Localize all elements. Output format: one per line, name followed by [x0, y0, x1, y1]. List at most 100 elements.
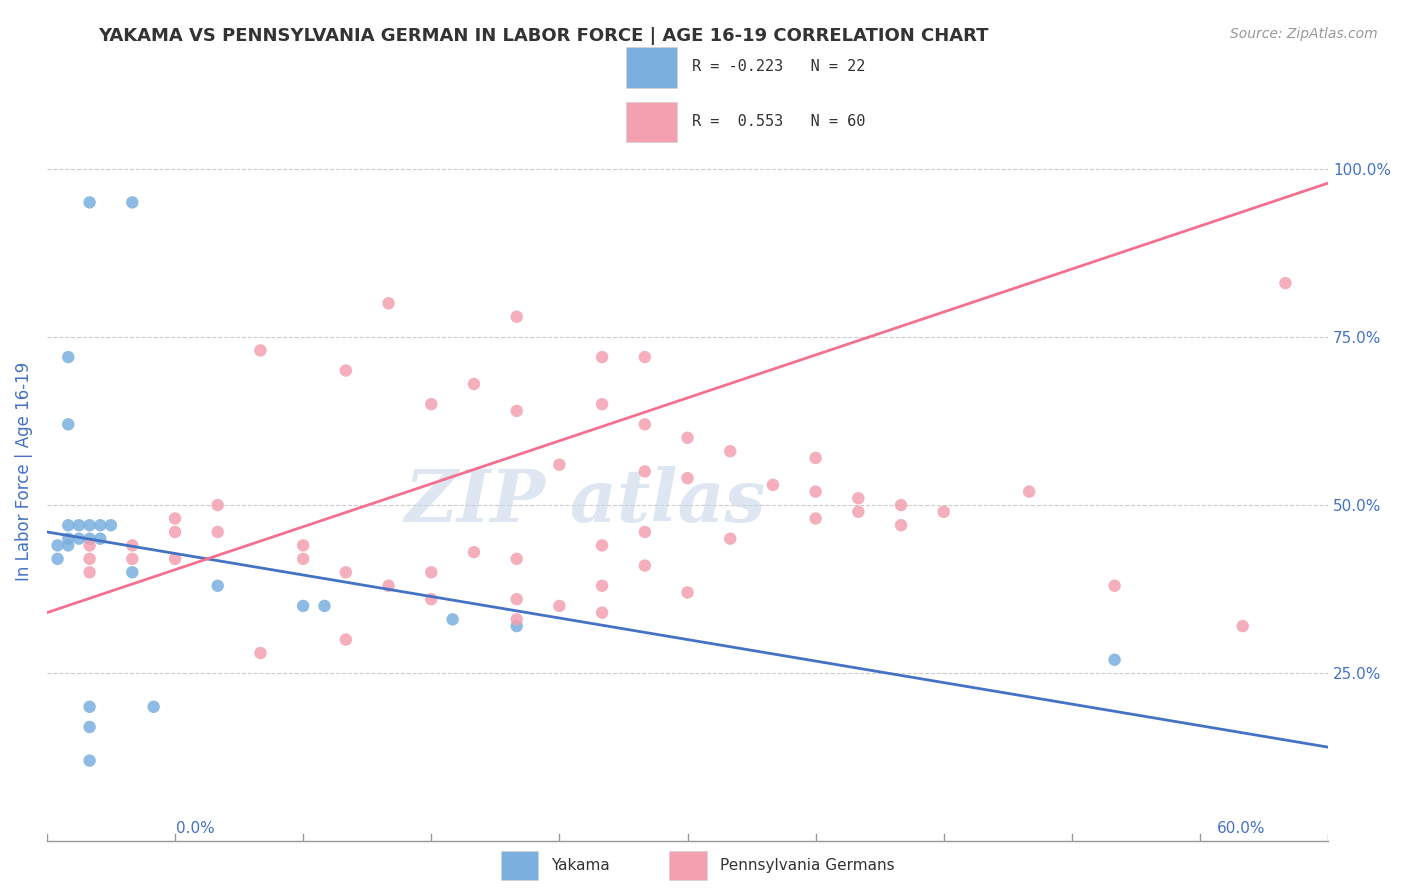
Point [58, 538, 80, 552]
Point [163, 511, 186, 525]
Point [67, 518, 90, 533]
Point [335, 363, 357, 377]
Point [505, 552, 527, 566]
Point [676, 471, 699, 485]
Point [121, 552, 143, 566]
Point [79, 699, 101, 714]
Point [463, 545, 485, 559]
Point [79, 195, 101, 210]
Point [1274, 276, 1296, 290]
Point [314, 599, 336, 613]
Point [100, 518, 122, 533]
Point [79, 720, 101, 734]
Point [420, 566, 443, 580]
Point [548, 458, 571, 472]
Point [79, 552, 101, 566]
Point [634, 350, 657, 364]
Point [58, 532, 80, 546]
Point [804, 450, 827, 465]
FancyBboxPatch shape [626, 102, 678, 143]
Point [207, 498, 229, 512]
Point [249, 646, 271, 660]
Point [634, 464, 657, 478]
Point [335, 566, 357, 580]
Point [676, 431, 699, 445]
Point [163, 524, 186, 539]
Point [1360, 161, 1382, 176]
Point [505, 310, 527, 324]
FancyBboxPatch shape [501, 851, 538, 880]
Point [121, 538, 143, 552]
Point [420, 592, 443, 607]
Point [79, 538, 101, 552]
Point [79, 518, 101, 533]
Point [121, 566, 143, 580]
Point [420, 397, 443, 411]
Point [804, 484, 827, 499]
Point [142, 699, 165, 714]
Point [1232, 619, 1254, 633]
Point [79, 754, 101, 768]
Point [634, 524, 657, 539]
Point [548, 599, 571, 613]
Point [762, 478, 785, 492]
Point [634, 558, 657, 573]
Text: Yakama: Yakama [551, 858, 610, 872]
Point [58, 417, 80, 432]
Point [505, 592, 527, 607]
Text: Pennsylvania Germans: Pennsylvania Germans [720, 858, 894, 872]
Point [249, 343, 271, 358]
Point [932, 505, 955, 519]
FancyBboxPatch shape [626, 47, 678, 88]
Point [591, 579, 613, 593]
Point [46, 538, 69, 552]
Point [377, 579, 399, 593]
Point [463, 376, 485, 391]
Point [79, 532, 101, 546]
Point [89, 518, 111, 533]
Point [718, 532, 741, 546]
Point [591, 350, 613, 364]
Point [718, 444, 741, 458]
Point [207, 524, 229, 539]
Point [441, 612, 464, 626]
Point [163, 552, 186, 566]
Point [335, 632, 357, 647]
Point [1018, 484, 1040, 499]
Point [890, 518, 912, 533]
Point [207, 579, 229, 593]
Point [89, 532, 111, 546]
Text: 60.0%: 60.0% [1218, 821, 1265, 836]
Point [846, 505, 869, 519]
Point [505, 404, 527, 418]
Point [121, 195, 143, 210]
Point [505, 619, 527, 633]
Text: R = -0.223   N = 22: R = -0.223 N = 22 [692, 60, 865, 75]
Point [591, 397, 613, 411]
Text: 0.0%: 0.0% [176, 821, 215, 836]
Point [591, 606, 613, 620]
Text: ZIP atlas: ZIP atlas [405, 466, 766, 536]
Point [1104, 653, 1126, 667]
Point [58, 518, 80, 533]
Y-axis label: In Labor Force | Age 16-19: In Labor Force | Age 16-19 [15, 362, 32, 581]
Text: YAKAMA VS PENNSYLVANIA GERMAN IN LABOR FORCE | AGE 16-19 CORRELATION CHART: YAKAMA VS PENNSYLVANIA GERMAN IN LABOR F… [98, 27, 988, 45]
Point [46, 552, 69, 566]
Point [58, 350, 80, 364]
Point [377, 296, 399, 310]
Point [67, 532, 90, 546]
Point [676, 585, 699, 599]
Point [804, 511, 827, 525]
Point [292, 538, 315, 552]
Point [1104, 579, 1126, 593]
Point [846, 491, 869, 506]
Text: Source: ZipAtlas.com: Source: ZipAtlas.com [1230, 27, 1378, 41]
Point [591, 538, 613, 552]
Text: R =  0.553   N = 60: R = 0.553 N = 60 [692, 114, 865, 129]
Point [292, 552, 315, 566]
Point [292, 599, 315, 613]
Point [79, 566, 101, 580]
Point [634, 417, 657, 432]
FancyBboxPatch shape [669, 851, 707, 880]
Point [890, 498, 912, 512]
